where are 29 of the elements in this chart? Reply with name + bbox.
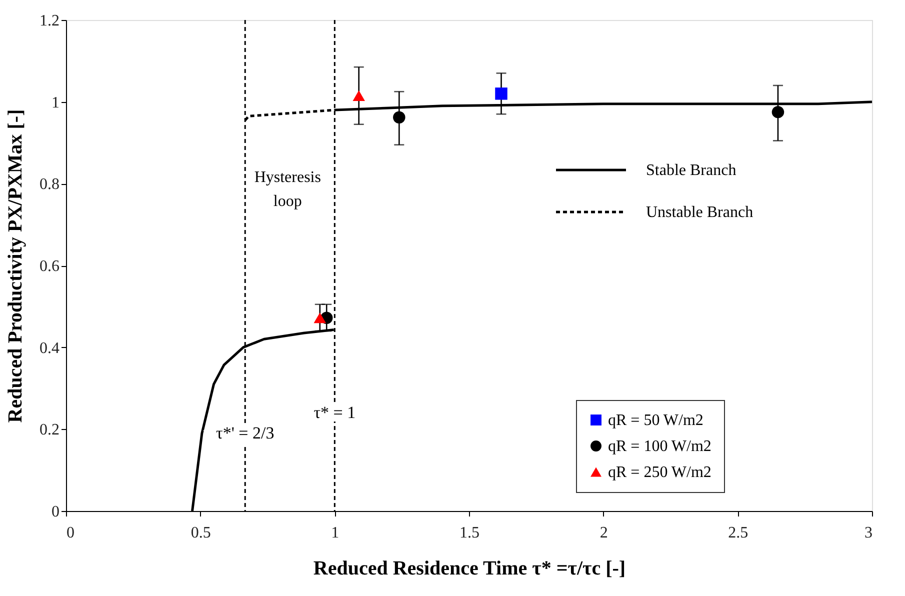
x-tick-label: 1.5 [460,524,480,542]
x-tick-label: 1 [331,524,340,542]
annotation: τ*' = 2/3 [216,423,274,442]
y-tick-label: 1.2 [40,12,60,30]
point [352,90,365,101]
x-tick-label: 0.5 [190,524,211,542]
point [772,106,784,118]
y-tick-label: 0.4 [40,340,60,357]
x-tick-label: 3 [864,524,872,542]
legend-label: qR = 250 W/m2 [608,464,712,481]
x-tick-label: 0 [66,524,74,542]
y-tick-label: 0.8 [40,176,60,194]
y-tick-label: 0.2 [40,422,60,439]
x-tick-label: 2.5 [728,524,748,542]
x-axis-title: Reduced Residence Time τ* =τ/τc [-] [313,558,626,580]
y-tick-label: 1 [52,94,60,112]
point [393,111,406,124]
annotation: Hysteresis loop [254,169,321,210]
y-tick-label: 0 [52,504,60,520]
y-axis-title: Reduced Productivity PX/PXMax [-] [4,109,26,423]
legend-label: qR = 100 W/m2 [608,438,712,455]
y-tick-label: 0.6 [40,258,60,275]
point [495,88,508,100]
ref-line-label: τ* = 1 [314,402,356,422]
legend-label: Stable Branch [646,162,736,179]
point [314,312,326,324]
legend-label: Unstable Branch [646,204,754,221]
legend-label: qR = 50 W/m2 [608,412,704,429]
x-tick-label: 2 [600,524,608,542]
